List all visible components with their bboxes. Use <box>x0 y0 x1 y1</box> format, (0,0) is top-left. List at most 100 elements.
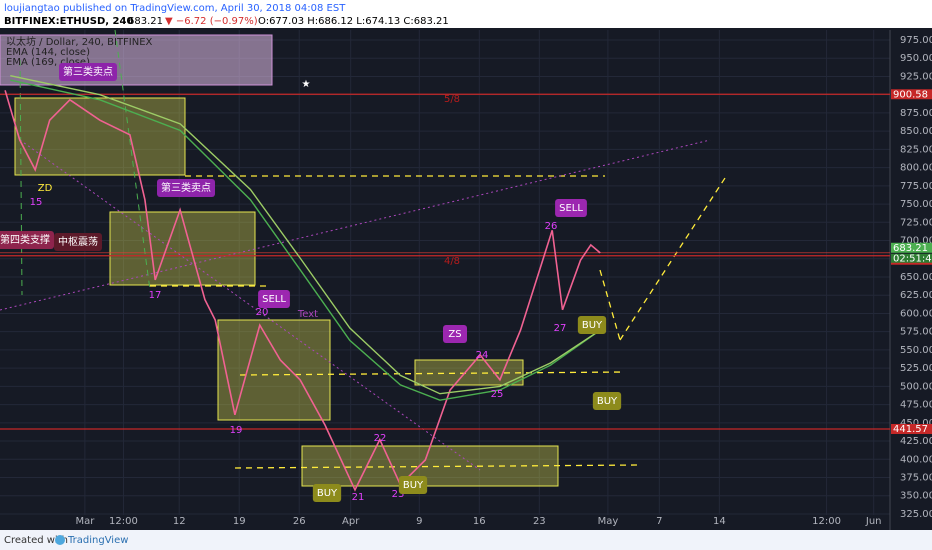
header-bar <box>0 0 932 28</box>
x-tick-label: 19 <box>233 516 246 527</box>
y-tick-label: 475.00 <box>900 400 932 411</box>
annotation-box <box>157 179 215 197</box>
y-tick-label: 700.00 <box>900 236 932 247</box>
annotation-text: 21 <box>352 492 365 503</box>
legend-entry: EMA (169, close) <box>6 57 90 68</box>
y-tick-label: 450.00 <box>900 418 932 429</box>
ema-line <box>10 75 601 395</box>
annotation-box <box>54 233 102 251</box>
annotation-text: 20 <box>256 307 269 318</box>
y-tick-label: 425.00 <box>900 436 932 447</box>
x-tick-label: 9 <box>416 516 422 527</box>
zone-box <box>14 97 186 176</box>
annotation-label: BUY <box>582 320 603 331</box>
y-tick-label: 325.00 <box>900 509 932 520</box>
x-tick-label: Jun <box>865 516 882 527</box>
annotation-text: Text <box>297 309 318 320</box>
annotation-text: 22 <box>374 433 387 444</box>
annotation-label: BUY <box>403 480 424 491</box>
annotation-label: 第四类支撑 <box>0 233 50 246</box>
annotation-box <box>258 290 290 308</box>
price-label-bg <box>891 89 932 100</box>
y-tick-label: 800.00 <box>900 163 932 174</box>
price-label: 441.57 <box>893 424 928 435</box>
zone-box <box>109 211 256 286</box>
annotation-box <box>577 316 607 334</box>
annotation-text: 25 <box>491 389 504 400</box>
annotation-text: 19 <box>230 425 243 436</box>
annotation-box <box>59 63 117 81</box>
star: ★ <box>302 79 311 90</box>
y-tick-label: 925.00 <box>900 71 932 82</box>
annotation-text: 17 <box>149 290 162 301</box>
annotation-label: SELL <box>559 203 583 214</box>
y-tick-label: 375.00 <box>900 473 932 484</box>
footer-bar <box>0 530 932 550</box>
annotation-box <box>312 484 342 502</box>
y-tick-label: 350.00 <box>900 491 932 502</box>
annotation-text: 26 <box>545 221 558 232</box>
price-label: 683.21 <box>893 243 928 254</box>
y-tick-label: 550.00 <box>900 345 932 356</box>
y-tick-label: 875.00 <box>900 108 932 119</box>
zone-box <box>217 319 331 421</box>
legend-entry: EMA (144, close) <box>6 47 90 58</box>
annotation-text: 27 <box>554 323 567 334</box>
zone-box <box>301 445 559 487</box>
y-tick-label: 775.00 <box>900 181 932 192</box>
annotation-label: 第三类卖点 <box>161 181 211 194</box>
countdown: 02:51:42 <box>893 253 932 264</box>
x-tick-label: Mar <box>75 516 95 527</box>
annotation-label: 第三类卖点 <box>63 65 113 78</box>
annotation-label: ZS <box>448 329 461 340</box>
x-tick-label: May <box>598 516 619 527</box>
annotation-text: ZD <box>38 183 53 194</box>
y-tick-label: 600.00 <box>900 308 932 319</box>
y-tick-label: 850.00 <box>900 126 932 137</box>
x-tick-label: 12:00 <box>812 516 841 527</box>
price-label: 900.58 <box>893 89 928 100</box>
annotation-text: 4/8 <box>444 256 460 267</box>
y-tick-label: 500.00 <box>900 381 932 392</box>
annotation-box <box>592 392 622 410</box>
annotation-text: 24 <box>476 350 489 361</box>
annotation-text: 23 <box>392 489 405 500</box>
projection-arrow <box>234 464 641 469</box>
last-price: 683.21 <box>128 16 163 27</box>
y-tick-label: 400.00 <box>900 454 932 465</box>
ohlc: O:677.03 H:686.12 L:674.13 C:683.21 <box>258 16 449 27</box>
symbol: BITFINEX:ETHUSD, 240 <box>4 16 133 27</box>
y-tick-label: 525.00 <box>900 363 932 374</box>
x-tick-label: 14 <box>713 516 726 527</box>
x-tick-label: 12 <box>173 516 186 527</box>
x-tick-label: 7 <box>656 516 662 527</box>
y-tick-label: 650.00 <box>900 272 932 283</box>
annotation-box <box>398 476 428 494</box>
y-tick-label: 825.00 <box>900 144 932 155</box>
y-tick-label: 950.00 <box>900 53 932 64</box>
x-tick-label: 12:00 <box>109 516 138 527</box>
x-tick-label: Apr <box>342 516 360 527</box>
annotation-box <box>0 231 54 249</box>
x-tick-label: 16 <box>473 516 486 527</box>
legend-entry: 以太坊 / Dollar, 240, BITFINEX <box>6 35 153 48</box>
x-tick-label: 23 <box>533 516 546 527</box>
x-tick-label: 26 <box>293 516 306 527</box>
annotation-label: SELL <box>262 294 286 305</box>
annotation-label: BUY <box>317 488 338 499</box>
price-line <box>4 90 601 492</box>
annotation-label: BUY <box>597 396 618 407</box>
projection-arrow <box>239 371 626 376</box>
y-tick-label: 625.00 <box>900 290 932 301</box>
price-label-bg <box>891 423 932 434</box>
trend-line <box>19 139 481 471</box>
ema-line <box>10 79 601 401</box>
annotation-box <box>443 325 467 343</box>
annotation-text: 15 <box>30 197 43 208</box>
annotation-label: 中枢震荡 <box>58 235 98 248</box>
y-tick-label: 575.00 <box>900 327 932 338</box>
annotation-box <box>555 199 587 217</box>
change: ▼ −6.72 (−0.97%) <box>165 16 258 27</box>
y-tick-label: 725.00 <box>900 217 932 228</box>
